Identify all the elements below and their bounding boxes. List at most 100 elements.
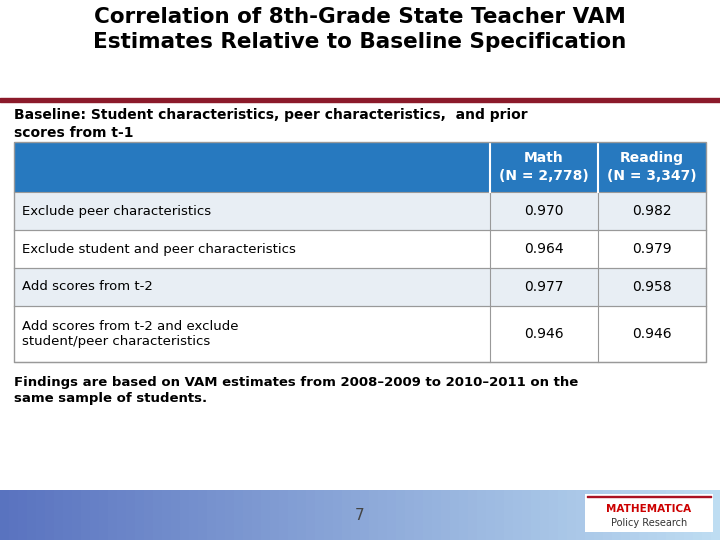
- Text: MATHEMATICA: MATHEMATICA: [606, 504, 692, 514]
- FancyBboxPatch shape: [693, 490, 702, 540]
- FancyBboxPatch shape: [594, 490, 603, 540]
- FancyBboxPatch shape: [135, 490, 144, 540]
- FancyBboxPatch shape: [612, 490, 621, 540]
- FancyBboxPatch shape: [216, 490, 225, 540]
- FancyBboxPatch shape: [0, 490, 9, 540]
- FancyBboxPatch shape: [18, 490, 27, 540]
- FancyBboxPatch shape: [180, 490, 189, 540]
- FancyBboxPatch shape: [153, 490, 162, 540]
- FancyBboxPatch shape: [513, 490, 522, 540]
- Text: 0.964: 0.964: [524, 242, 564, 256]
- FancyBboxPatch shape: [657, 490, 666, 540]
- FancyBboxPatch shape: [648, 490, 657, 540]
- FancyBboxPatch shape: [14, 192, 706, 230]
- Text: Baseline: Student characteristics, peer characteristics,  and prior: Baseline: Student characteristics, peer …: [14, 108, 528, 122]
- FancyBboxPatch shape: [702, 490, 711, 540]
- FancyBboxPatch shape: [387, 490, 396, 540]
- FancyBboxPatch shape: [162, 490, 171, 540]
- FancyBboxPatch shape: [126, 490, 135, 540]
- FancyBboxPatch shape: [27, 490, 36, 540]
- FancyBboxPatch shape: [396, 490, 405, 540]
- FancyBboxPatch shape: [117, 490, 126, 540]
- FancyBboxPatch shape: [639, 490, 648, 540]
- FancyBboxPatch shape: [54, 490, 63, 540]
- FancyBboxPatch shape: [252, 490, 261, 540]
- FancyBboxPatch shape: [14, 268, 706, 306]
- Text: scores from t-1: scores from t-1: [14, 126, 133, 140]
- FancyBboxPatch shape: [558, 490, 567, 540]
- FancyBboxPatch shape: [540, 490, 549, 540]
- FancyBboxPatch shape: [108, 490, 117, 540]
- Text: 0.946: 0.946: [632, 327, 672, 341]
- FancyBboxPatch shape: [306, 490, 315, 540]
- FancyBboxPatch shape: [378, 490, 387, 540]
- FancyBboxPatch shape: [225, 490, 234, 540]
- Text: 0.958: 0.958: [632, 280, 672, 294]
- FancyBboxPatch shape: [684, 490, 693, 540]
- FancyBboxPatch shape: [189, 490, 198, 540]
- FancyBboxPatch shape: [486, 490, 495, 540]
- Text: 0.982: 0.982: [632, 204, 672, 218]
- FancyBboxPatch shape: [234, 490, 243, 540]
- FancyBboxPatch shape: [351, 490, 360, 540]
- FancyBboxPatch shape: [270, 490, 279, 540]
- Text: Add scores from t-2 and exclude
student/peer characteristics: Add scores from t-2 and exclude student/…: [22, 320, 238, 348]
- FancyBboxPatch shape: [261, 490, 270, 540]
- Text: Exclude student and peer characteristics: Exclude student and peer characteristics: [22, 242, 296, 255]
- Text: same sample of students.: same sample of students.: [14, 392, 207, 405]
- FancyBboxPatch shape: [243, 490, 252, 540]
- FancyBboxPatch shape: [36, 490, 45, 540]
- FancyBboxPatch shape: [576, 490, 585, 540]
- FancyBboxPatch shape: [333, 490, 342, 540]
- FancyBboxPatch shape: [369, 490, 378, 540]
- FancyBboxPatch shape: [14, 230, 706, 268]
- FancyBboxPatch shape: [14, 306, 706, 362]
- FancyBboxPatch shape: [297, 490, 306, 540]
- FancyBboxPatch shape: [144, 490, 153, 540]
- FancyBboxPatch shape: [675, 490, 684, 540]
- Text: 0.979: 0.979: [632, 242, 672, 256]
- FancyBboxPatch shape: [45, 490, 54, 540]
- FancyBboxPatch shape: [603, 490, 612, 540]
- FancyBboxPatch shape: [405, 490, 414, 540]
- FancyBboxPatch shape: [531, 490, 540, 540]
- FancyBboxPatch shape: [522, 490, 531, 540]
- FancyBboxPatch shape: [621, 490, 630, 540]
- FancyBboxPatch shape: [288, 490, 297, 540]
- Text: 0.946: 0.946: [524, 327, 564, 341]
- FancyBboxPatch shape: [9, 490, 18, 540]
- FancyBboxPatch shape: [81, 490, 90, 540]
- FancyBboxPatch shape: [198, 490, 207, 540]
- FancyBboxPatch shape: [450, 490, 459, 540]
- FancyBboxPatch shape: [711, 490, 720, 540]
- FancyBboxPatch shape: [666, 490, 675, 540]
- FancyBboxPatch shape: [504, 490, 513, 540]
- FancyBboxPatch shape: [99, 490, 108, 540]
- FancyBboxPatch shape: [90, 490, 99, 540]
- FancyBboxPatch shape: [468, 490, 477, 540]
- FancyBboxPatch shape: [279, 490, 288, 540]
- Text: Findings are based on VAM estimates from 2008–2009 to 2010–2011 on the: Findings are based on VAM estimates from…: [14, 376, 578, 389]
- Text: 0.970: 0.970: [524, 204, 564, 218]
- Text: 0.977: 0.977: [524, 280, 564, 294]
- FancyBboxPatch shape: [0, 0, 720, 100]
- FancyBboxPatch shape: [441, 490, 450, 540]
- FancyBboxPatch shape: [432, 490, 441, 540]
- FancyBboxPatch shape: [423, 490, 432, 540]
- FancyBboxPatch shape: [171, 490, 180, 540]
- Text: Math
(N = 2,778): Math (N = 2,778): [499, 151, 589, 183]
- FancyBboxPatch shape: [63, 490, 72, 540]
- Text: Estimates Relative to Baseline Specification: Estimates Relative to Baseline Specifica…: [94, 32, 626, 52]
- FancyBboxPatch shape: [567, 490, 576, 540]
- FancyBboxPatch shape: [477, 490, 486, 540]
- FancyBboxPatch shape: [360, 490, 369, 540]
- FancyBboxPatch shape: [315, 490, 324, 540]
- FancyBboxPatch shape: [585, 494, 713, 532]
- FancyBboxPatch shape: [207, 490, 216, 540]
- FancyBboxPatch shape: [495, 490, 504, 540]
- FancyBboxPatch shape: [630, 490, 639, 540]
- FancyBboxPatch shape: [342, 490, 351, 540]
- Text: Correlation of 8th-Grade State Teacher VAM: Correlation of 8th-Grade State Teacher V…: [94, 7, 626, 27]
- FancyBboxPatch shape: [459, 490, 468, 540]
- Text: Policy Research: Policy Research: [611, 518, 687, 528]
